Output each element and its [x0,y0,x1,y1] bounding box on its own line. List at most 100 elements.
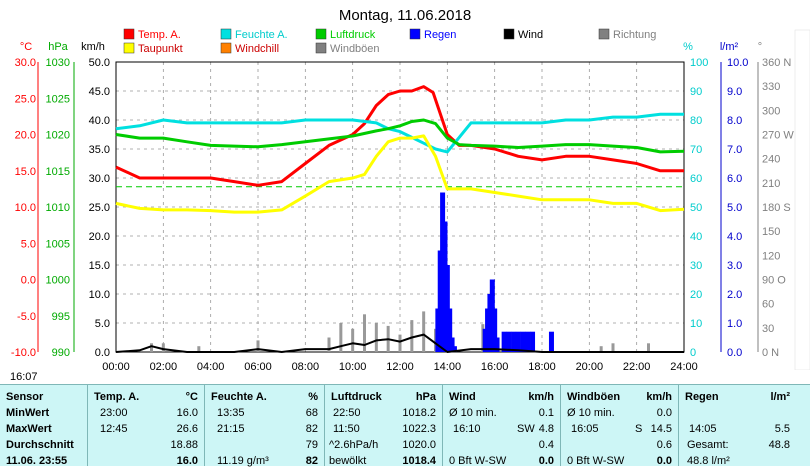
hum-max: 82 [305,423,318,435]
legend-swatch [123,28,135,40]
direction-axis-tick-label: 330 [762,81,780,93]
wind-current: 0.0 [538,455,554,467]
hum-min-time: 13:35 [217,407,245,419]
wind-unit: km/h [528,391,554,403]
gust-unit: km/h [646,391,672,403]
legend-label: Temp. A. [138,29,181,41]
gust-bar [197,346,201,352]
rain-current: 48.8 l/m² [687,455,730,467]
rain-unit: l/m² [770,391,790,403]
rain-max-time: 14:05 [689,423,717,435]
gust-bar [339,323,343,352]
press-header: Luftdruck [331,391,382,403]
temp-min: 16.0 [176,407,198,419]
legend-label: Wind [518,29,543,41]
direction-axis-tick-label: 300 [762,105,780,117]
pressure-axis-tick-label: 1000 [46,275,70,287]
legend-swatch [220,28,232,40]
rain-bar [548,331,554,352]
humidity-axis-tick-label: 60 [690,173,702,185]
rain-axis-tick-label: 8.0 [727,115,742,127]
press-current: 1018.4 [402,455,436,467]
gust-current: 0.0 [656,455,672,467]
wind-axis-tick-label: 25.0 [89,202,110,214]
rain-axis-tick-label: 0.0 [727,347,742,359]
temp-axis-tick-label: 30.0 [15,57,36,69]
rain-bar [525,331,531,352]
gust-max-dir: S [635,423,643,435]
press-min-time: 22:50 [333,407,361,419]
gust-min-label: Ø 10 min. [567,407,615,419]
press-unit: hPa [415,391,436,403]
gust-bar [150,343,153,352]
cropped-side-panel [794,29,810,371]
temp-axis-tick-label: 15.0 [15,166,36,178]
humidity-axis-tick-label: 70 [690,144,702,156]
rain-bar [492,308,498,352]
rain-bar [530,331,536,352]
hum-min: 68 [305,407,318,419]
humidity-axis-tick-label: 0 [690,347,696,359]
row-label-sensor: Sensor [6,391,44,403]
temp-axis-tick-label: 5.0 [21,238,36,250]
rain-axis-tick-label: 10.0 [727,57,748,69]
rain-axis-tick-label: 2.0 [727,289,742,301]
press-max: 1022.3 [402,423,436,435]
legend-label: Regen [424,29,456,41]
direction-axis-tick-label: 210 [762,178,780,190]
axis-unit-label: l/m² [720,41,739,53]
gust-bar [398,334,402,352]
temp-axis-tick-label: -10.0 [11,347,36,359]
rain-axis-tick-label: 5.0 [727,202,742,214]
rain-bar [520,331,526,352]
humidity-axis-tick-label: 80 [690,115,702,127]
press-max-time: 11:50 [333,423,360,435]
press-trend: ^2.6hPa/h [329,439,379,451]
legend-swatch [503,28,515,40]
rain-bar [447,308,453,352]
rain-axis-tick-label: 4.0 [727,231,742,243]
pressure-axis-tick-label: 1025 [46,93,70,105]
current-time-label: 16:07 [10,371,38,383]
temp-header: Temp. A. [94,391,140,403]
humidity-axis-tick-label: 40 [690,231,702,243]
statistics-table: Sensor MinWert MaxWert Durchschnitt 11.0… [0,384,810,467]
temp-current: 16.0 [176,455,198,467]
rain-bar [501,331,507,352]
gust-bar [256,340,260,352]
pressure-axis-tick-label: 1005 [46,238,70,250]
direction-axis-tick-label: 60 [762,299,774,311]
wind-axis-tick-label: 15.0 [89,260,110,272]
series-line-wind [115,333,684,353]
legend-swatch [315,28,327,40]
temp-axis-tick-label: 0.0 [21,275,36,287]
temp-axis-tick-label: 20.0 [15,130,36,142]
row-label-min: MinWert [6,407,50,419]
gust-header: Windböen [567,391,621,403]
gust-bar [363,314,366,352]
legend-swatch [220,42,232,54]
temp-min-time: 23:00 [100,407,128,419]
row-label-column: Sensor MinWert MaxWert Durchschnitt 11.0… [0,385,88,467]
axis-unit-label: hPa [48,41,68,53]
wind-column: Wind km/h Ø 10 min. 0.1 16:10 SW 4.8 0.4… [443,385,561,467]
series-line-temp-a [115,85,684,187]
gust-bar [422,311,426,352]
temp-avg: 18.88 [170,439,198,451]
wind-max: 4.8 [538,423,554,435]
rain-axis-tick-label: 3.0 [727,260,742,272]
gust-bar [611,343,615,352]
rain-bar [451,346,457,352]
gust-avg: 0.6 [656,439,672,451]
axis-unit-label: % [683,41,693,53]
hum-current: 82 [305,455,318,467]
rain-axis-tick-label: 6.0 [727,173,742,185]
wind-header: Wind [449,391,476,403]
wind-max-dir: SW [517,423,535,435]
temp-column: Temp. A. °C 23:00 16.0 12:45 26.6 18.88 … [88,385,205,467]
temp-unit: °C [185,391,198,403]
rain-axis-tick-label: 7.0 [727,144,742,156]
direction-axis-tick-label: 360 N [762,57,791,69]
legend-label: Windchill [235,43,279,55]
legend-swatch [123,42,135,54]
